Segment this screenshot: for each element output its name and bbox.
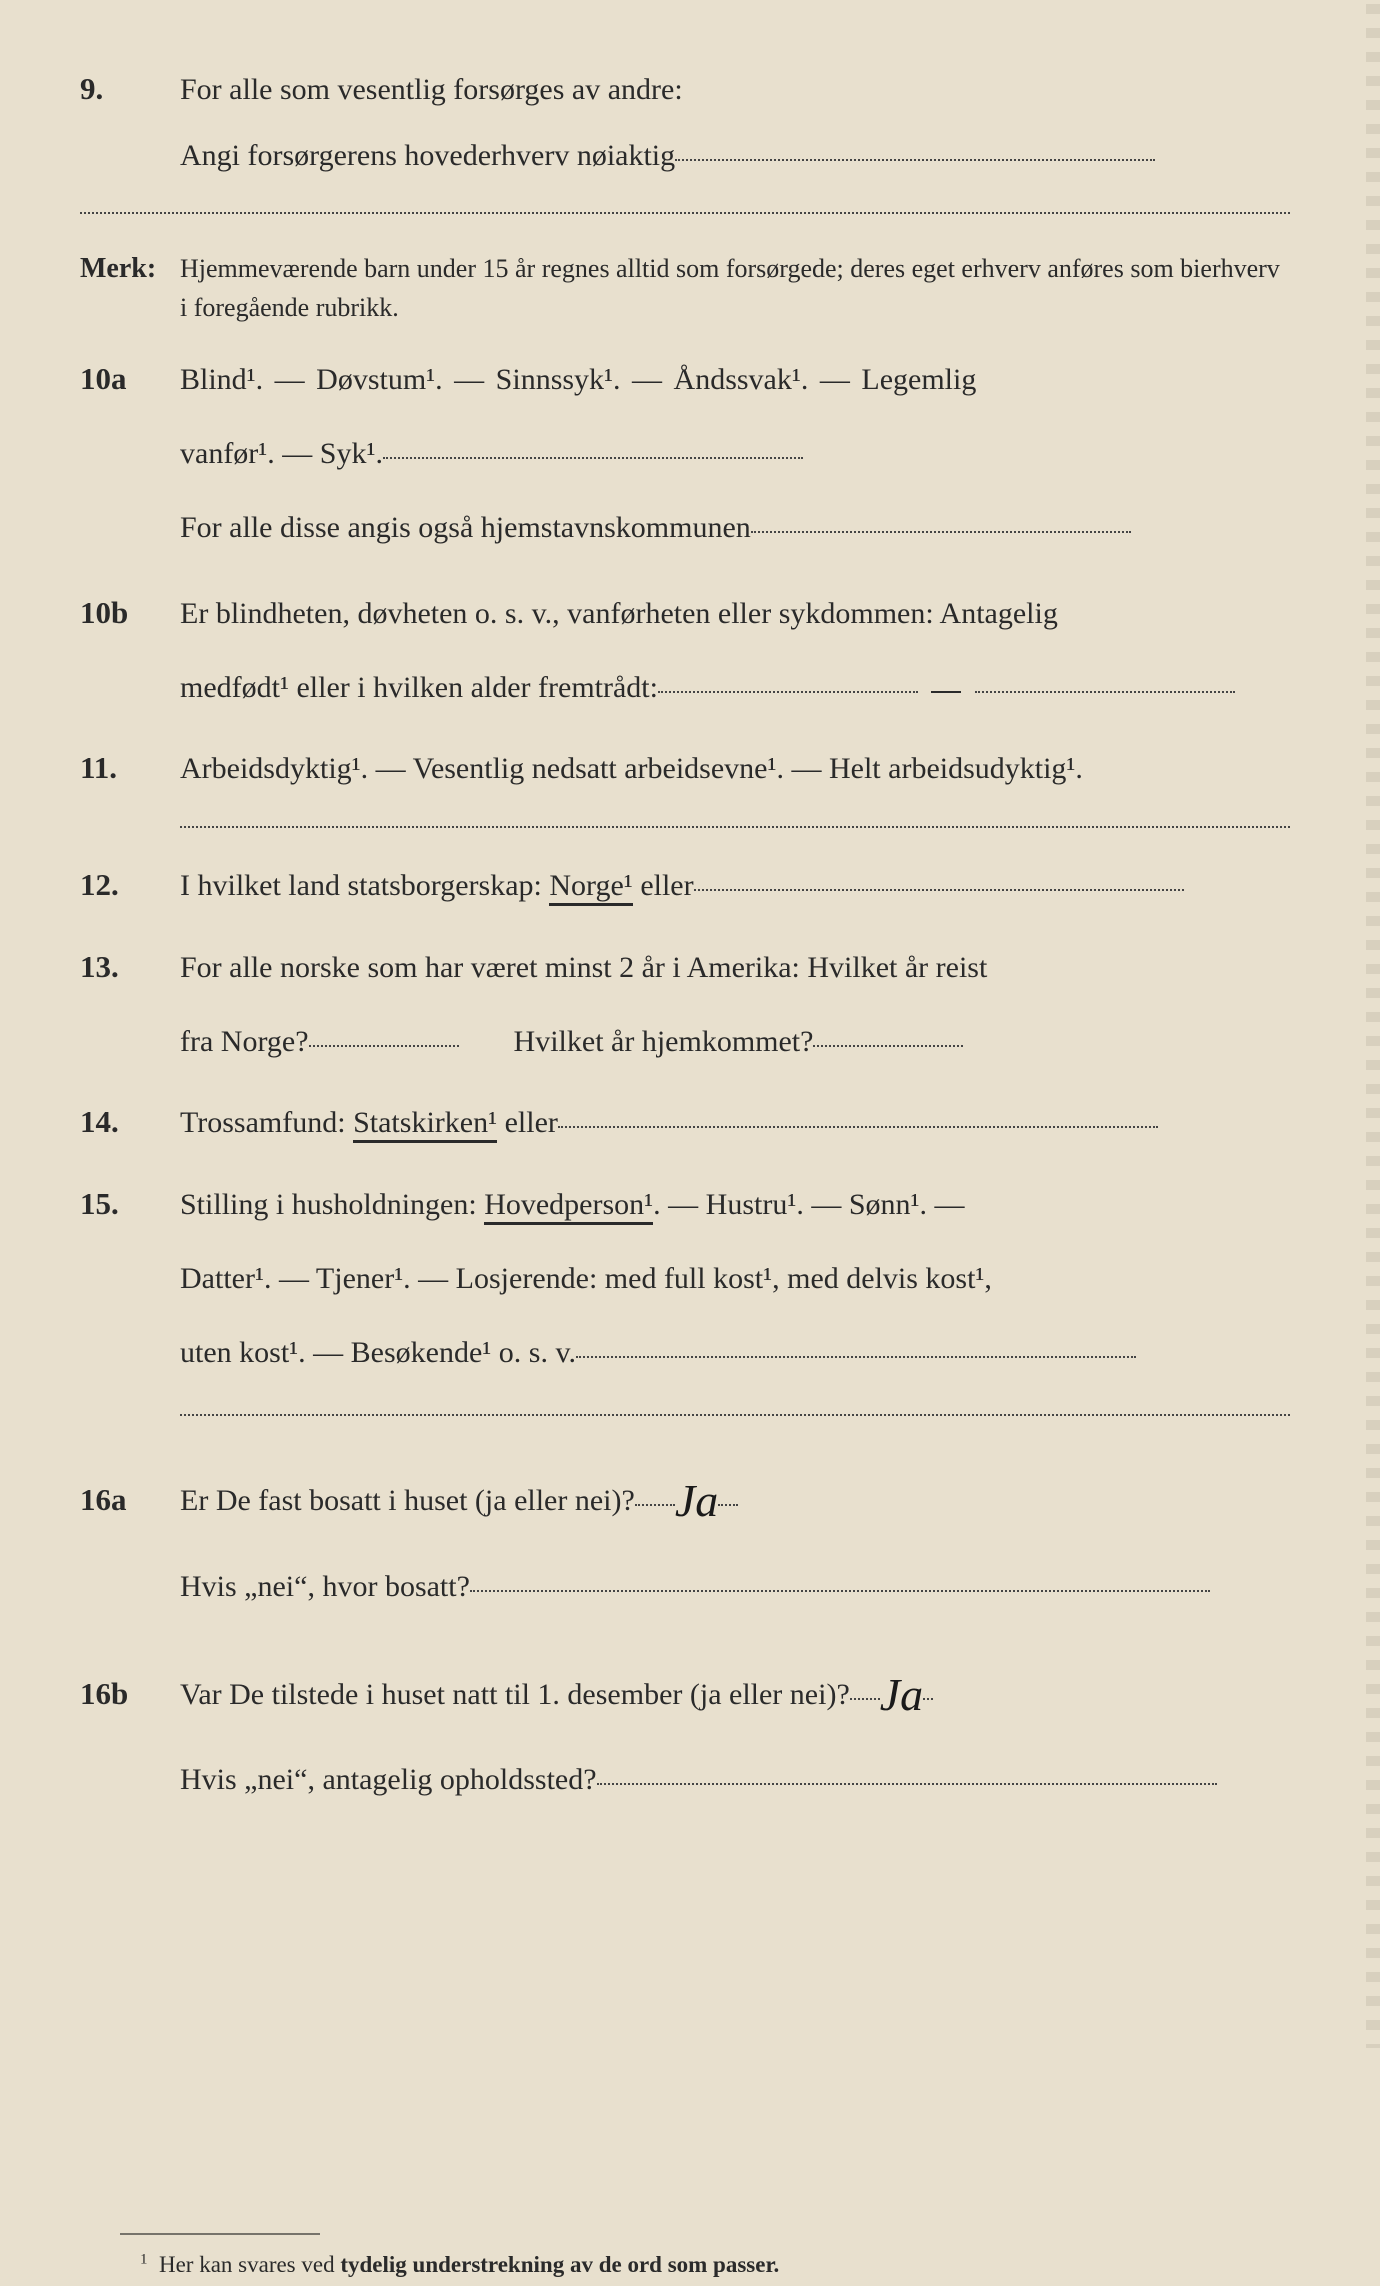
question-16a: 16a Er De fast bosatt i huset (ja eller …: [80, 1444, 1290, 1619]
q-number: 12.: [80, 856, 180, 915]
selected-norge: Norge¹: [549, 869, 632, 906]
q-text: uten kost¹. — Besøkende¹ o. s. v.: [180, 1320, 1290, 1386]
q-text: For alle disse angis også hjemstavnskomm…: [180, 495, 1290, 561]
q-number: 15.: [80, 1170, 180, 1238]
footnote-rule: [120, 2233, 320, 2235]
question-10b: 10b Er blindheten, døvheten o. s. v., va…: [80, 579, 1290, 721]
question-12: 12. I hvilket land statsborgerskap: Norg…: [80, 856, 1290, 915]
question-16b: 16b Var De tilstede i huset natt til 1. …: [80, 1638, 1290, 1813]
answer-16a: Ja: [675, 1450, 718, 1551]
q-text: Er De fast bosatt i huset (ja eller nei)…: [180, 1444, 1290, 1545]
q-text: I hvilket land statsborgerskap: Norge¹ e…: [180, 857, 1290, 914]
footnote: 1 Her kan svares ved tydelig understrekn…: [140, 2243, 1290, 2286]
q-number: 16b: [80, 1660, 180, 1728]
q-text: Hvis „nei“, antagelig opholdssted?: [180, 1747, 1290, 1813]
q-text: Trossamfund: Statskirken¹ eller: [180, 1094, 1290, 1151]
q-text: Angi forsørgerens hovederhverv nøiaktig: [180, 127, 1290, 184]
q-text: medfødt¹ eller i hvilken alder fremtrådt…: [180, 655, 1290, 721]
question-11: 11. Arbeidsdyktig¹. — Vesentlig nedsatt …: [80, 739, 1290, 798]
note-merk: Merk: Hjemmeværende barn under 15 år reg…: [80, 242, 1290, 327]
divider: [80, 212, 1290, 214]
q-text: Blind¹. — Døvstum¹. — Sinnssyk¹. — Åndss…: [180, 347, 1290, 413]
page-perforations: [1366, 0, 1380, 2048]
q-number: 10b: [80, 579, 180, 647]
q-number: 14.: [80, 1093, 180, 1152]
divider: [180, 1414, 1290, 1416]
q-number: 10a: [80, 345, 180, 413]
census-form-page: 9. For alle som vesentlig forsørges av a…: [80, 60, 1290, 2286]
question-9: 9. For alle som vesentlig forsørges av a…: [80, 60, 1290, 184]
q-text: For alle norske som har været minst 2 år…: [180, 935, 1290, 1001]
question-13: 13. For alle norske som har været minst …: [80, 933, 1290, 1075]
q-text: fra Norge? Hvilket år hjemkommet?: [180, 1009, 1290, 1075]
merk-label: Merk:: [80, 242, 180, 295]
q-number: 9.: [80, 60, 180, 119]
q-text: Var De tilstede i huset natt til 1. dese…: [180, 1638, 1290, 1739]
q-text: For alle som vesentlig forsørges av andr…: [180, 61, 1290, 118]
q-number: 16a: [80, 1466, 180, 1534]
q-number: 11.: [80, 739, 180, 798]
selected-statskirken: Statskirken¹: [353, 1106, 497, 1143]
q-text: vanfør¹. — Syk¹.: [180, 421, 1290, 487]
divider: [180, 826, 1290, 828]
question-14: 14. Trossamfund: Statskirken¹ eller: [80, 1093, 1290, 1152]
q-text: Datter¹. — Tjener¹. — Losjerende: med fu…: [180, 1246, 1290, 1312]
selected-hovedperson: Hovedperson¹: [484, 1188, 653, 1225]
q-text: Arbeidsdyktig¹. — Vesentlig nedsatt arbe…: [180, 740, 1290, 797]
q-text: Er blindheten, døvheten o. s. v., vanfør…: [180, 581, 1290, 647]
q-text: Hvis „nei“, hvor bosatt?: [180, 1554, 1290, 1620]
question-15: 15. Stilling i husholdningen: Hovedperso…: [80, 1170, 1290, 1386]
merk-text: Hjemmeværende barn under 15 år regnes al…: [180, 249, 1290, 327]
q-text: Stilling i husholdningen: Hovedperson¹. …: [180, 1172, 1290, 1238]
q-number: 13.: [80, 933, 180, 1001]
answer-16b: Ja: [880, 1644, 923, 1745]
question-10a: 10a Blind¹. — Døvstum¹. — Sinnssyk¹. — Å…: [80, 345, 1290, 561]
